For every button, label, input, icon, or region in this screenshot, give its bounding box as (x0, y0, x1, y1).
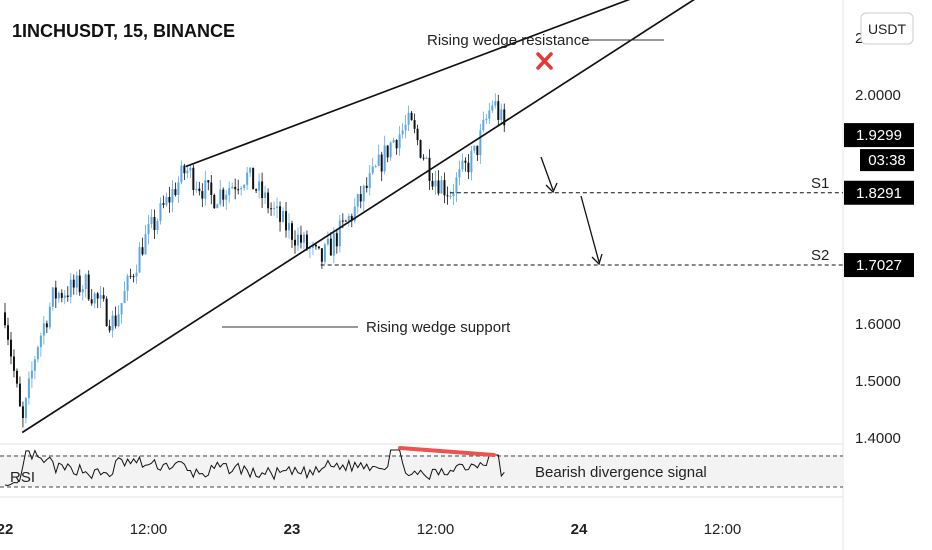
rejection-x-icon (536, 52, 553, 70)
time-tick-label: 22 (0, 521, 13, 538)
rsi-label: RSI (10, 469, 35, 486)
currency-badge[interactable]: USDT (860, 12, 914, 45)
svg-text:1.7027: 1.7027 (856, 257, 902, 274)
time-axis[interactable]: 22 12:00 23 12:00 24 12:00 (0, 521, 741, 538)
rsi-divergence-line (398, 446, 496, 457)
candlestick-series (4, 93, 506, 428)
resistance-trendline[interactable] (185, 0, 786, 168)
breakdown-arrow-2 (580, 195, 603, 266)
price-tags: 1.9299 03:38 1.8291 1.7027 (844, 123, 914, 278)
price-tick-label: 1.6000 (855, 316, 901, 333)
time-tick-label: 24 (571, 521, 588, 538)
support-level-s1-label: S1 (811, 175, 829, 192)
svg-text:1.9299: 1.9299 (856, 127, 902, 144)
time-tick-label: 12:00 (704, 521, 742, 538)
annotation-divergence-label: Bearish divergence signal (535, 464, 707, 481)
price-tick-label: 1.4000 (855, 430, 901, 447)
price-tick-label: 1.5000 (855, 373, 901, 390)
rsi-line (4, 449, 505, 487)
annotation-resistance-label: Rising wedge resistance (427, 32, 590, 49)
annotation-support-label: Rising wedge support (366, 319, 511, 336)
price-tag: 1.8291 (844, 180, 914, 205)
countdown-label: 03:38 (868, 152, 906, 169)
breakdown-arrow-1 (540, 156, 558, 194)
support-trendline[interactable] (21, 0, 785, 434)
price-tick-label: 2.0000 (855, 87, 901, 104)
price-tag: 1.9299 03:38 (844, 123, 914, 172)
support-level-s2-label: S2 (811, 247, 829, 264)
price-axis[interactable]: 2.0000 1.6000 1.5000 1.4000 2 (855, 30, 901, 447)
price-tag: 1.7027 (844, 253, 914, 278)
time-tick-label: 23 (284, 521, 301, 538)
time-tick-label: 12:00 (130, 521, 168, 538)
countdown-tag (860, 149, 914, 172)
price-tick-label: 2 (855, 30, 863, 47)
svg-text:USDT: USDT (868, 21, 907, 37)
svg-text:1.8291: 1.8291 (856, 185, 902, 202)
time-tick-label: 12:00 (417, 521, 455, 538)
chart-title: 1INCHUSDT, 15, BINANCE (12, 21, 235, 41)
